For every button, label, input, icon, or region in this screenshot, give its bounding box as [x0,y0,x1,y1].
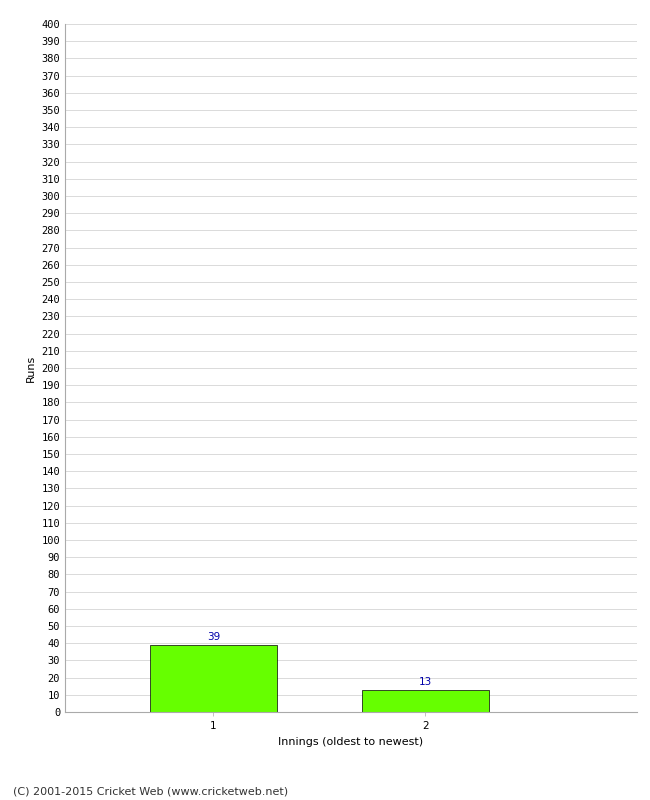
Y-axis label: Runs: Runs [26,354,36,382]
Bar [150,645,277,712]
Text: (C) 2001-2015 Cricket Web (www.cricketweb.net): (C) 2001-2015 Cricket Web (www.cricketwe… [13,786,288,796]
Text: 39: 39 [207,632,220,642]
X-axis label: Innings (oldest to newest): Innings (oldest to newest) [278,737,424,746]
Bar [361,690,489,712]
Text: 13: 13 [419,677,432,687]
